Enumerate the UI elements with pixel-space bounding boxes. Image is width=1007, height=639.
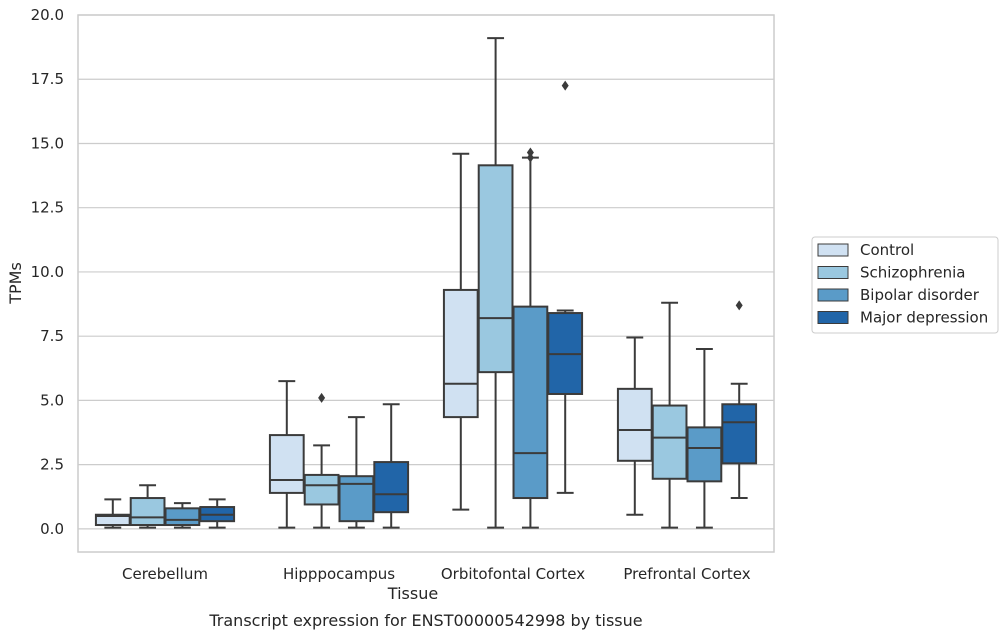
box-control xyxy=(442,152,479,511)
iqr-box xyxy=(721,403,758,465)
box-control xyxy=(268,380,305,529)
y-tick-label: 12.5 xyxy=(31,199,64,217)
x-tick-label: Orbitofontal Cortex xyxy=(441,565,585,583)
y-tick-label: 15.0 xyxy=(31,134,64,152)
y-axis-title: TPMs xyxy=(6,262,25,305)
legend-swatch xyxy=(817,243,849,257)
y-tick-label: 20.0 xyxy=(31,6,64,24)
box-major-depression xyxy=(199,498,236,529)
outlier-point xyxy=(735,300,743,311)
outlier-point xyxy=(526,152,534,163)
chart-caption: Transcript expression for ENST0000054299… xyxy=(208,611,642,630)
box-major-depression xyxy=(547,80,584,494)
box-bipolar-disorder xyxy=(164,502,201,529)
box-schizophrenia xyxy=(651,301,688,529)
y-tick-labels: 0.0 2.5 5.0 7.5 10.0 12.5 15.0 17.5 20.0 xyxy=(31,6,64,538)
iqr-box xyxy=(512,305,549,500)
plot-frame xyxy=(77,14,775,553)
y-tick-label: 0.0 xyxy=(40,520,64,538)
iqr-box xyxy=(303,473,340,506)
y-tick-label: 2.5 xyxy=(40,456,64,474)
legend-frame xyxy=(811,236,999,334)
legend-swatch xyxy=(817,311,849,324)
box-schizophrenia xyxy=(303,392,340,529)
iqr-box xyxy=(164,507,201,527)
outlier-point xyxy=(561,80,569,91)
legend-swatch xyxy=(817,266,849,279)
x-axis-title: Tissue xyxy=(387,584,438,603)
x-tick-label: Cerebellum xyxy=(122,565,208,583)
legend-label: Control xyxy=(860,241,914,259)
legend-label: Bipolar disorder xyxy=(860,286,980,304)
outlier-point xyxy=(318,392,326,403)
outlier-point xyxy=(526,147,534,158)
box-major-depression xyxy=(721,300,758,500)
box-control xyxy=(94,498,131,529)
box-control xyxy=(616,336,653,516)
iqr-box xyxy=(94,513,131,527)
iqr-box xyxy=(268,434,305,494)
iqr-box xyxy=(442,288,479,419)
box-bipolar-disorder xyxy=(686,348,723,529)
box-bipolar-disorder xyxy=(338,416,375,529)
x-tick-label: Prefrontal Cortex xyxy=(623,565,750,583)
x-tick-labels: Cerebellum Hipppocampus Orbitofontal Corte… xyxy=(122,565,751,583)
iqr-box xyxy=(373,461,410,514)
legend-label: Major depression xyxy=(860,309,988,327)
box-schizophrenia xyxy=(477,37,514,529)
y-tick-label: 10.0 xyxy=(31,263,64,281)
legend-swatch xyxy=(817,288,849,302)
y-tick-label: 17.5 xyxy=(31,70,64,88)
y-tick-label: 5.0 xyxy=(40,391,64,409)
box-schizophrenia xyxy=(129,484,166,529)
iqr-box xyxy=(686,426,723,483)
box-bipolar-disorder xyxy=(512,147,549,529)
iqr-box xyxy=(477,164,514,374)
box-major-depression xyxy=(373,403,410,529)
legend-label: Schizophrenia xyxy=(860,264,965,282)
x-tick-label: Hipppocampus xyxy=(283,565,395,583)
iqr-box xyxy=(616,387,653,462)
iqr-box xyxy=(651,404,688,480)
iqr-box xyxy=(129,497,166,527)
boxes xyxy=(94,37,758,529)
legend: Control Schizophrenia Bipolar disorder Majo… xyxy=(811,236,999,334)
y-tick-label: 7.5 xyxy=(40,327,64,345)
